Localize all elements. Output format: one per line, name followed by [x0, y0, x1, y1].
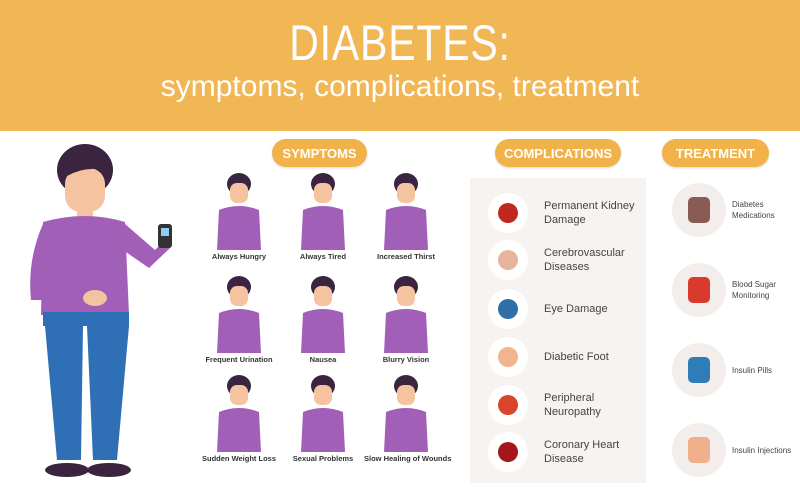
treatment-item: Diabetes Medications: [672, 183, 792, 237]
complication-item: Coronary Heart Disease: [488, 432, 648, 472]
symptom-label: Sudden Weight Loss: [201, 454, 277, 463]
pills-icon: [672, 343, 726, 397]
complication-label: Peripheral Neuropathy: [544, 392, 601, 418]
page-title: DIABETES:: [289, 15, 511, 71]
burger-icon: [197, 170, 281, 250]
medicine-bottle-icon: [672, 183, 726, 237]
neuron-icon: [488, 385, 528, 425]
glasses-icon: [364, 273, 448, 353]
nausea-icon: [281, 273, 365, 353]
symptom-label: Nausea: [309, 355, 337, 364]
symptoms-heading: SYMPTOMS: [272, 139, 367, 167]
male-symbol-icon: [281, 372, 365, 452]
symptom-item: Nausea: [281, 273, 365, 373]
symptom-item: Always Tired: [281, 170, 365, 270]
symptom-item: Blurry Vision: [364, 273, 448, 373]
symptom-label: Always Tired: [299, 252, 347, 261]
complication-item: Diabetic Foot: [488, 337, 648, 377]
treatment-label: Blood Sugar Monitoring: [732, 280, 777, 300]
eye-icon: [488, 289, 528, 329]
foot-icon: [488, 337, 528, 377]
symptom-item: Slow Healing of Wounds: [364, 372, 452, 472]
water-bottle-icon: [364, 170, 448, 250]
complication-label: Permanent Kidney Damage: [544, 200, 635, 226]
symptom-label: Increased Thirst: [377, 252, 435, 261]
weight-loss-icon: [197, 372, 281, 452]
complication-item: Permanent Kidney Damage: [488, 193, 648, 233]
symptom-label: Sexual Problems: [292, 454, 354, 463]
treatment-item: Insulin Pills: [672, 343, 792, 397]
main-character-illustration: [30, 144, 172, 477]
complications-heading: COMPLICATIONS: [495, 139, 621, 167]
treatment-label: Insulin Injections: [732, 445, 792, 455]
treatment-item: Insulin Injections: [672, 423, 792, 477]
complication-label: Cerebrovascular Diseases: [544, 247, 625, 273]
toilet-icon: [197, 273, 281, 353]
complication-label: Eye Damage: [544, 303, 608, 315]
symptom-item: Increased Thirst: [364, 170, 448, 270]
complication-item: Eye Damage: [488, 289, 648, 329]
complication-label: Diabetic Foot: [544, 351, 609, 363]
syringe-icon: [672, 423, 726, 477]
wound-icon: [364, 372, 448, 452]
low-battery-icon: [281, 170, 365, 250]
complication-label: Coronary Heart Disease: [544, 439, 620, 465]
symptom-label: Always Hungry: [211, 252, 267, 261]
page-subtitle: symptoms, complications, treatment: [160, 70, 640, 103]
complication-item: Cerebrovascular Diseases: [488, 240, 648, 280]
treatment-heading: TREATMENT: [662, 139, 769, 167]
symptom-item: Sudden Weight Loss: [197, 372, 281, 472]
symptom-label: Slow Healing of Wounds: [364, 454, 452, 463]
treatment-label: Insulin Pills: [732, 365, 773, 375]
treatment-label: Diabetes Medications: [732, 200, 775, 220]
complication-item: Peripheral Neuropathy: [488, 385, 648, 425]
header-banner: DIABETES: symptoms, complications, treat…: [0, 0, 800, 131]
symptom-item: Sexual Problems: [281, 372, 365, 472]
heart-icon: [488, 432, 528, 472]
symptom-item: Frequent Urination: [197, 273, 281, 373]
symptom-label: Frequent Urination: [205, 355, 273, 364]
symptom-item: Always Hungry: [197, 170, 281, 270]
treatment-item: Blood Sugar Monitoring: [672, 263, 792, 317]
kidney-icon: [488, 193, 528, 233]
glucose-monitor-icon: [672, 263, 726, 317]
symptom-label: Blurry Vision: [382, 355, 430, 364]
brain-icon: [488, 240, 528, 280]
